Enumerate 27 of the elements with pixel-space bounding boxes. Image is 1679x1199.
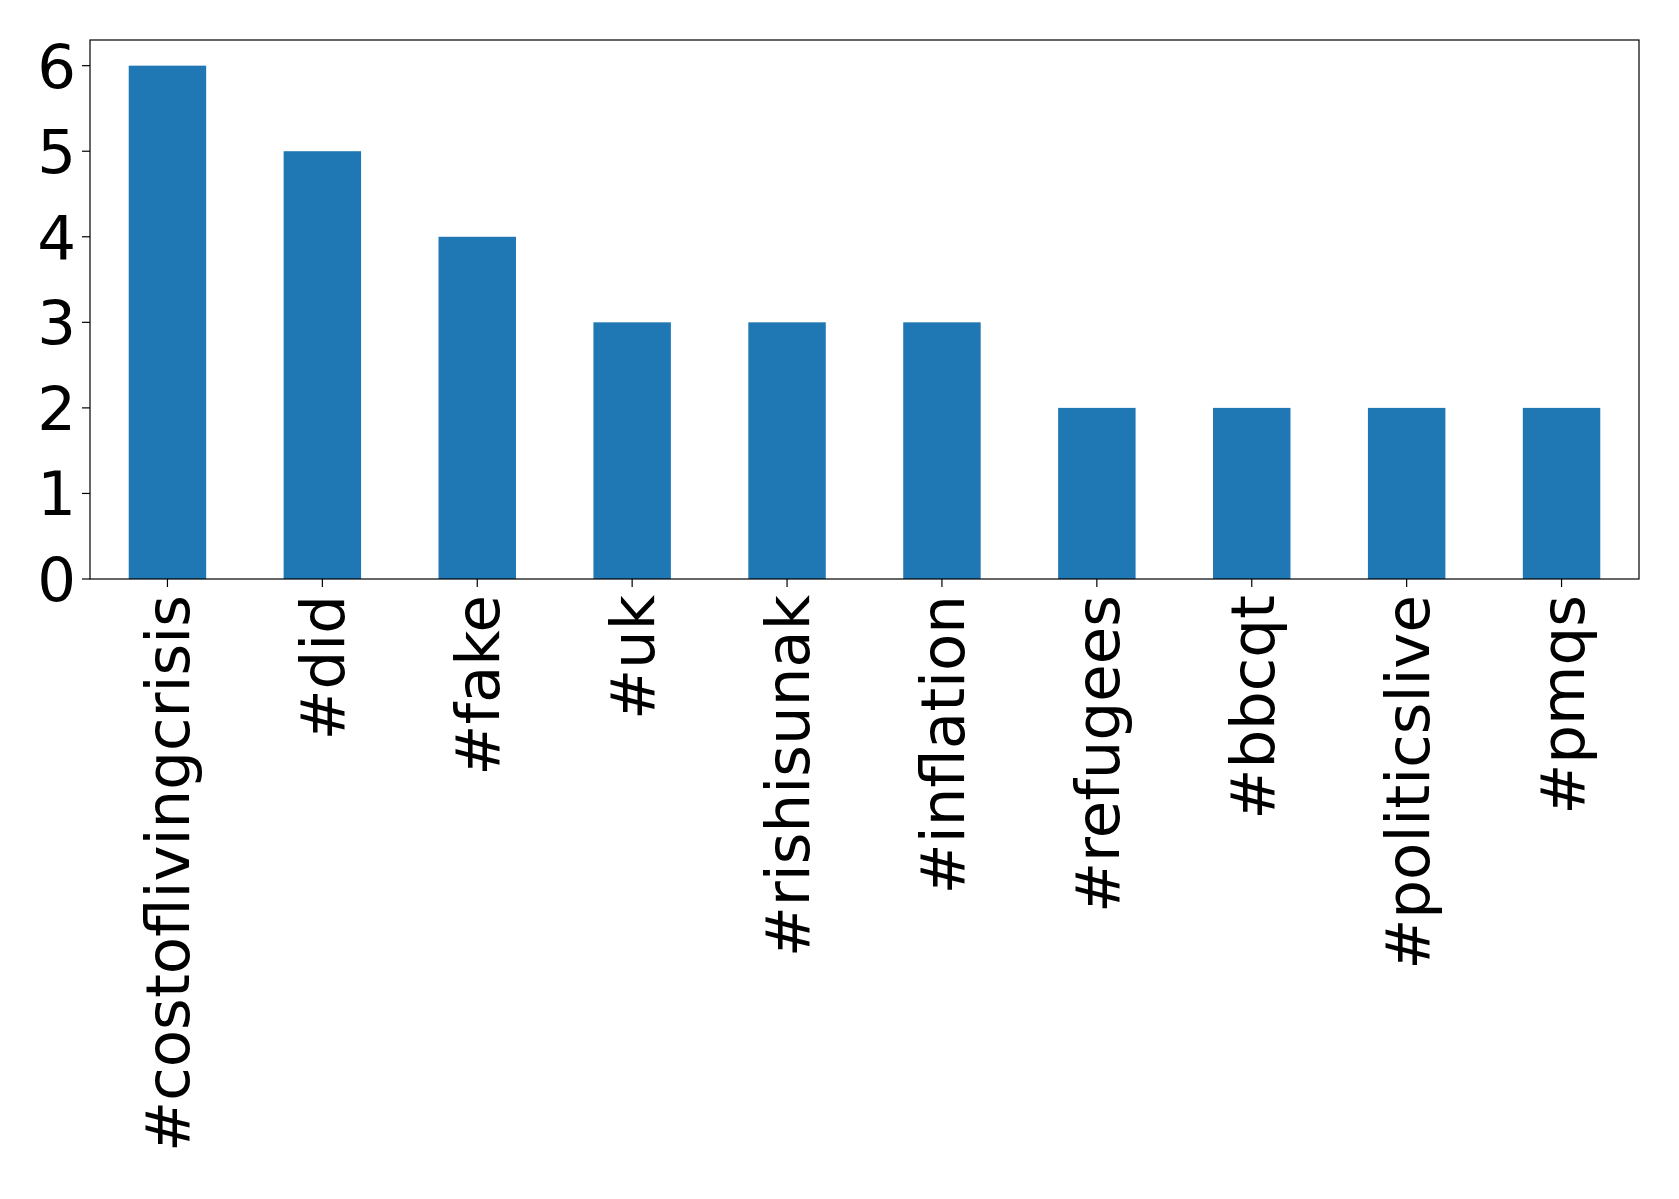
- bar: [593, 322, 671, 579]
- x-tick-label: #did: [287, 595, 359, 741]
- bar: [903, 322, 981, 579]
- y-tick-label: 1: [37, 458, 76, 530]
- bar: [748, 322, 826, 579]
- bar: [128, 65, 207, 579]
- y-tick-label: 5: [37, 116, 76, 188]
- x-tick-label: #costoflivingcrisis: [132, 595, 204, 1152]
- bar: [283, 151, 362, 579]
- y-tick-label: 4: [37, 201, 76, 273]
- y-tick-label: 3: [37, 287, 76, 359]
- y-tick-label: 0: [37, 543, 76, 615]
- x-tick-label: #politicslive: [1371, 595, 1443, 970]
- x-tick-label: #pmqs: [1526, 595, 1598, 815]
- y-tick-label: 6: [37, 30, 76, 102]
- bar: [1213, 407, 1291, 579]
- x-tick-label: #inflation: [906, 595, 978, 895]
- x-tick-label: #rishisunak: [752, 594, 824, 958]
- x-tick-label: #uk: [597, 594, 669, 721]
- bar: [1367, 407, 1446, 579]
- x-tick-label: #fake: [442, 595, 514, 776]
- x-tick-label: #refugees: [1061, 595, 1133, 914]
- y-tick-label: 2: [37, 372, 76, 444]
- bar: [1058, 407, 1136, 579]
- bar: [1522, 407, 1601, 579]
- bar: [438, 236, 516, 579]
- x-tick-label: #bbcqt: [1216, 595, 1288, 820]
